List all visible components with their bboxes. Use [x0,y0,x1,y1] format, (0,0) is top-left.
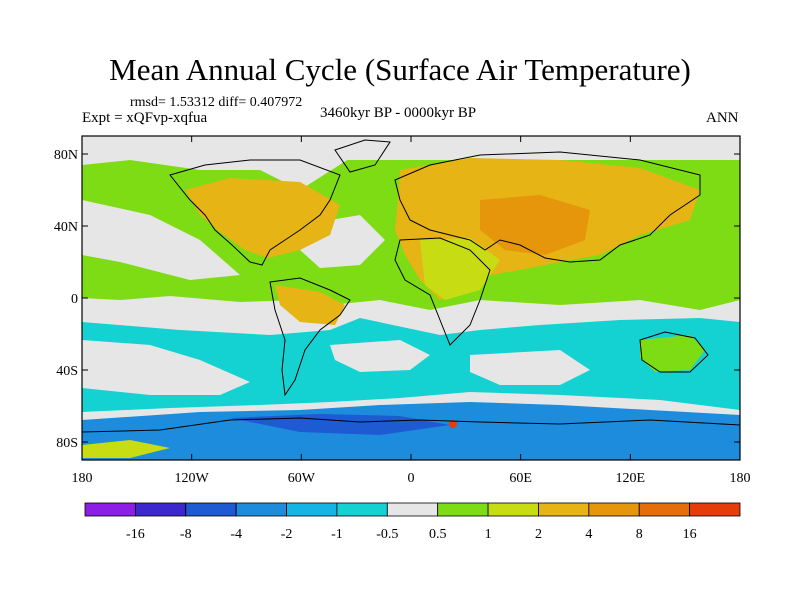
colorbar-swatch [286,502,338,517]
period-label: 3460kyr BP - 0000kyr BP [320,105,477,121]
colorbar-swatch [538,502,590,517]
colorbar-swatch [336,502,388,517]
colorbar-swatch [84,502,136,517]
lon-tick-label: 180 [730,471,751,486]
field-antarctic-cold [230,414,450,435]
colorbar-label: 4 [585,527,592,542]
colorbar-swatch [689,502,741,517]
field-pacific-neutral [82,200,240,280]
colorbar-label: 2 [535,527,542,542]
lat-tick-label: 80N [54,148,78,163]
colorbar-label: 8 [636,527,643,542]
colorbar-label: 0.5 [429,527,447,542]
lon-tick-label: 0 [408,471,415,486]
coast-north-america [169,159,341,266]
field-south-america-warm [275,285,345,325]
colorbar-label: -4 [230,527,242,542]
colorbar-swatch [235,502,287,517]
field-antarctic-cool [82,402,740,460]
lat-tick-label: 40S [56,364,78,379]
stats-text: rmsd= 1.53312 diff= 0.407972 [130,95,303,110]
coastlines [82,139,740,433]
field-south-pacific-neutral [82,340,250,395]
colorbar-swatch [588,502,640,517]
field-south-atlantic-neutral [330,340,430,372]
colorbar-label: 1 [485,527,492,542]
lon-tick-label: 60W [288,471,316,486]
axis-ticks: 80N 40N 0 40S 80S 180 120W 60W 0 60E 120E 180 [54,136,751,486]
colorbar-swatch [386,502,439,517]
season-label: ANN [706,110,739,126]
colorbar-swatch [437,502,489,517]
colorbar-label: -2 [281,527,293,542]
plot-title: Mean Annual Cycle (Surface Air Temperatu… [109,52,691,87]
field-antarctic-mild [82,440,170,458]
lon-tick-label: 180 [72,471,93,486]
colorbar-swatch [487,502,539,517]
colorbar-label: -16 [126,527,145,542]
field-africa-mild [420,238,500,300]
lat-tick-label: 40N [54,220,78,235]
field-hot-spot [449,420,457,428]
field-indian-neutral [470,350,590,385]
lon-tick-label: 120W [175,471,210,486]
coast-antarctica [82,417,740,433]
colorbar-label: 16 [683,527,697,542]
colorbar: -16 -8 -4 -2 -1 -0.5 0.5 1 2 4 8 16 [84,502,741,542]
field-australia [640,335,705,372]
colorbar-label: -1 [331,527,343,542]
field-arctic-neutral [82,136,740,190]
coast-south-america [269,277,351,397]
anomaly-field [82,136,740,460]
coast-eurasia [394,151,701,263]
lon-tick-label: 120E [616,471,646,486]
lon-tick-label: 60E [509,471,532,486]
field-asia-hot [480,195,590,255]
colorbar-swatch [134,502,187,517]
colorbar-swatch [185,502,237,517]
coast-africa [394,237,491,346]
field-north-america-warm [185,178,340,258]
colorbar-swatch [638,502,691,517]
lat-tick-label: 0 [71,292,78,307]
colorbar-label: -8 [180,527,192,542]
colorbar-label: -0.5 [376,527,398,542]
lat-tick-label: 80S [56,436,78,451]
coast-australia [639,331,709,373]
coast-greenland [334,139,391,173]
experiment-label: Expt = xQFvp-xqfua [82,110,208,126]
